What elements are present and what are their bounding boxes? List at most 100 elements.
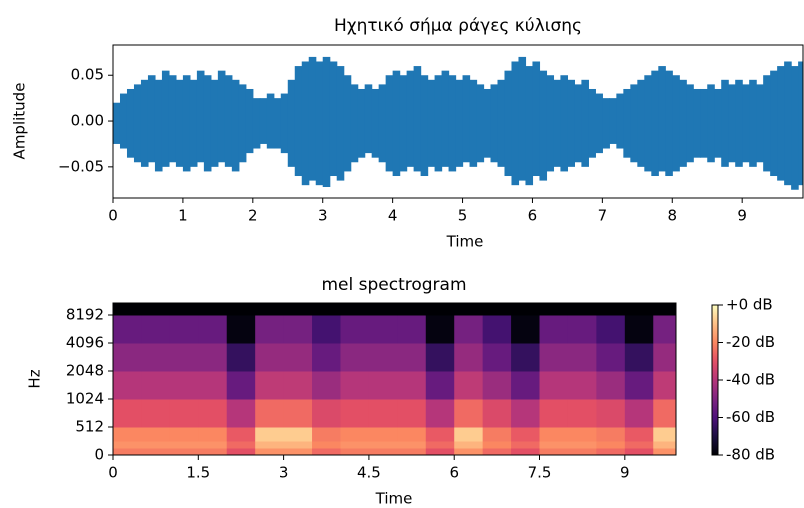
waveform-segment [798,61,803,186]
waveform-segment [546,75,555,172]
spectrogram-cell [226,440,256,449]
waveform-segment [203,75,212,172]
spectrogram-cell [425,342,455,372]
spectrogram-cell [340,342,370,372]
x-tick-label: 1 [178,207,188,225]
spectrogram-cell [397,398,427,428]
spectrogram-cell [653,426,677,442]
x-tick-label: 4.5 [357,464,381,482]
spectrogram-cell [454,303,484,316]
y-tick-label: 8192 [66,305,104,323]
waveform-segment [539,70,548,181]
spectrogram-cell [482,342,512,372]
spectrogram-cell [169,314,199,344]
spectrogram-cell [141,440,171,449]
spectrogram-cell [653,440,677,449]
spectrogram-cell [511,398,541,428]
waveform-segment [196,70,205,163]
x-axis-label: Time [375,490,413,508]
waveform-segment [364,84,373,154]
waveform-segment [532,61,541,177]
spectrogram-cell [596,426,626,442]
waveform-segment [343,75,352,172]
waveform-segment [777,66,785,181]
spectrogram-cell [226,447,256,456]
spectrogram-cell [312,370,341,400]
spectrogram-cell [141,447,171,456]
waveform-segment [623,88,631,158]
spectrogram-cell [425,303,455,316]
spectrogram-cell [226,303,256,316]
waveform-segment [259,98,268,144]
spectrogram-cell [539,447,569,456]
spectrogram-cell [283,303,313,316]
spectrogram-cell [539,314,569,344]
spectrogram-cell [596,342,626,372]
spectrogram-cell [653,370,677,400]
y-tick-label: 512 [75,417,104,435]
spectrogram-cell [653,314,677,344]
spectrogram-cell [113,370,142,400]
waveform-segment [154,79,163,172]
spectrogram-cell [113,426,142,442]
waveform-segment [644,75,652,172]
spectrogram-cell [169,370,199,400]
spectrogram-cell [567,370,597,400]
spectrogram-cell [169,440,199,449]
waveform-segment [714,88,722,158]
y-tick-label: 0.00 [71,112,104,130]
waveform-segment [119,93,128,149]
spectrogram-cell [539,440,569,449]
waveform-segment [140,79,149,167]
spectrogram-cell [624,398,654,428]
waveform-segment [490,84,499,163]
waveform-segment [371,88,380,158]
spectrogram-cell [255,440,285,449]
waveform-segment [693,88,701,158]
spectrogram-cell [596,398,626,428]
spectrogram-cell [653,447,677,456]
spectrogram-cell [283,440,313,449]
spectrogram-cell [340,303,370,316]
spectrogram-cell [255,303,285,316]
spectrogram-cell [397,314,427,344]
spectrogram-cell [624,314,654,344]
waveform-segment [406,70,415,167]
waveform-segment [735,79,743,167]
x-tick-label: 9 [737,207,747,225]
waveform-segment [273,98,282,149]
spectrogram-cell [198,426,228,442]
spectrogram-cell [397,303,427,316]
waveform-segment [602,98,610,149]
x-tick-label: 5 [458,207,468,225]
waveform-segment [560,75,569,172]
colorbar-tick-label: -60 dB [726,408,775,426]
waveform-segment [721,79,729,167]
waveform-segment [483,88,492,158]
y-tick-label: 4096 [66,333,104,351]
x-tick-label: 3 [318,207,328,225]
waveform-segment [238,84,247,163]
waveform-segment [287,79,296,167]
y-tick-label: 1024 [66,389,104,407]
spectrogram-cell [567,398,597,428]
waveform-segment [791,66,799,190]
waveform-segment [574,84,582,163]
waveform-segment [399,75,408,172]
spectrogram-cell [283,447,313,456]
x-tick-label: 6 [528,207,538,225]
waveform-segment [455,79,464,167]
waveform-segment [784,61,792,186]
waveform-segment [294,66,303,177]
x-tick-label: 9 [620,464,630,482]
waveform-segment [113,102,121,144]
spectrogram-cell [340,426,370,442]
spectrogram-cell [624,342,654,372]
waveform-segment [742,84,750,163]
waveform-segment [707,84,715,163]
waveform-segment [315,61,324,186]
spectrogram-cell [624,303,654,316]
spectrogram-cell [113,342,142,372]
chart-title: Ηχητικό σήμα ράγες κύλισης [334,16,582,36]
spectrogram-cell [113,303,142,316]
